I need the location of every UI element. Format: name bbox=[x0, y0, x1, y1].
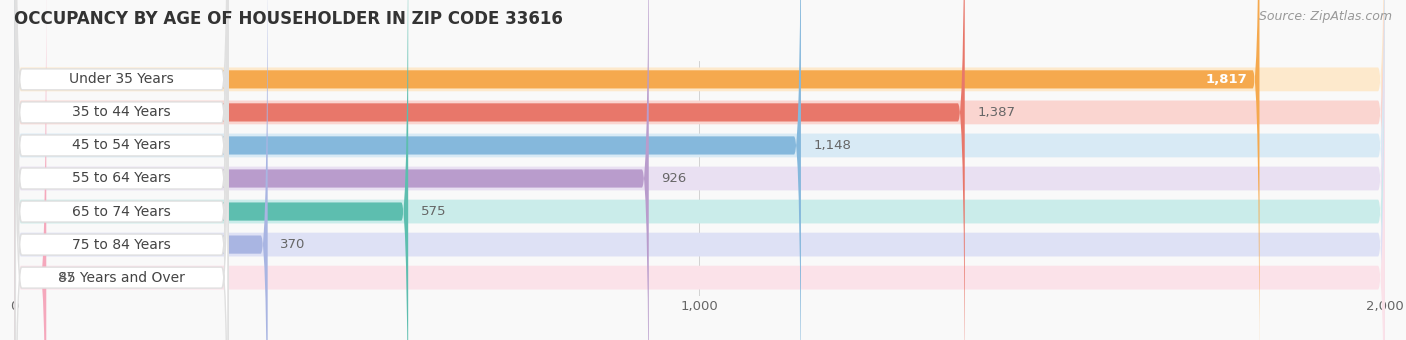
FancyBboxPatch shape bbox=[14, 0, 408, 340]
FancyBboxPatch shape bbox=[15, 0, 228, 340]
FancyBboxPatch shape bbox=[14, 0, 1260, 340]
Text: 926: 926 bbox=[661, 172, 686, 185]
Text: Under 35 Years: Under 35 Years bbox=[69, 72, 174, 86]
FancyBboxPatch shape bbox=[14, 0, 1385, 340]
FancyBboxPatch shape bbox=[15, 0, 228, 340]
FancyBboxPatch shape bbox=[15, 0, 228, 340]
Text: 35 to 44 Years: 35 to 44 Years bbox=[72, 105, 172, 119]
FancyBboxPatch shape bbox=[15, 0, 228, 340]
Text: 1,148: 1,148 bbox=[813, 139, 851, 152]
Text: 65 to 74 Years: 65 to 74 Years bbox=[72, 205, 172, 219]
FancyBboxPatch shape bbox=[14, 0, 1385, 340]
FancyBboxPatch shape bbox=[14, 0, 965, 340]
FancyBboxPatch shape bbox=[14, 0, 801, 340]
FancyBboxPatch shape bbox=[14, 0, 648, 340]
Text: 1,817: 1,817 bbox=[1205, 73, 1247, 86]
FancyBboxPatch shape bbox=[14, 0, 1385, 340]
FancyBboxPatch shape bbox=[15, 0, 228, 340]
Text: 55 to 64 Years: 55 to 64 Years bbox=[72, 171, 172, 186]
Text: 45 to 54 Years: 45 to 54 Years bbox=[72, 138, 172, 152]
Text: 575: 575 bbox=[420, 205, 446, 218]
FancyBboxPatch shape bbox=[14, 0, 1385, 340]
Text: 85 Years and Over: 85 Years and Over bbox=[58, 271, 186, 285]
FancyBboxPatch shape bbox=[15, 0, 228, 340]
FancyBboxPatch shape bbox=[15, 0, 228, 340]
Text: 1,387: 1,387 bbox=[977, 106, 1015, 119]
FancyBboxPatch shape bbox=[14, 0, 1385, 340]
FancyBboxPatch shape bbox=[14, 0, 46, 340]
Text: 75 to 84 Years: 75 to 84 Years bbox=[72, 238, 172, 252]
Text: OCCUPANCY BY AGE OF HOUSEHOLDER IN ZIP CODE 33616: OCCUPANCY BY AGE OF HOUSEHOLDER IN ZIP C… bbox=[14, 10, 562, 28]
FancyBboxPatch shape bbox=[14, 0, 1385, 340]
Text: Source: ZipAtlas.com: Source: ZipAtlas.com bbox=[1258, 10, 1392, 23]
Text: 47: 47 bbox=[59, 271, 76, 284]
Text: 370: 370 bbox=[280, 238, 305, 251]
FancyBboxPatch shape bbox=[14, 0, 267, 340]
FancyBboxPatch shape bbox=[14, 0, 1385, 340]
